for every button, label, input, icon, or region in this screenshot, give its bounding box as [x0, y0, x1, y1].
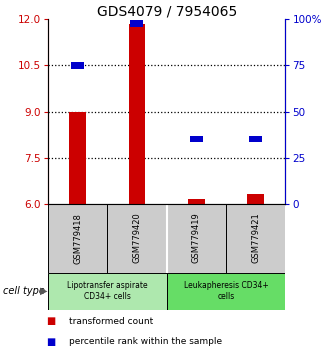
Bar [167, 204, 226, 273]
Bar [188, 199, 205, 204]
Text: Lipotransfer aspirate
CD34+ cells: Lipotransfer aspirate CD34+ cells [67, 281, 148, 301]
Bar [190, 136, 203, 143]
Text: GSM779418: GSM779418 [73, 213, 82, 263]
Text: ■: ■ [46, 316, 55, 326]
Bar [248, 194, 264, 204]
Text: transformed count: transformed count [69, 316, 153, 326]
Bar [249, 136, 262, 143]
Bar [130, 20, 144, 27]
Bar [48, 204, 107, 273]
Bar [129, 24, 145, 204]
Text: GSM779419: GSM779419 [192, 213, 201, 263]
Text: cell type: cell type [3, 286, 45, 296]
Bar [48, 273, 167, 310]
Text: GSM779421: GSM779421 [251, 213, 260, 263]
Title: GDS4079 / 7954065: GDS4079 / 7954065 [96, 4, 237, 18]
Text: Leukapheresis CD34+
cells: Leukapheresis CD34+ cells [184, 281, 268, 301]
Bar [226, 204, 285, 273]
Text: ■: ■ [46, 337, 55, 347]
Bar [71, 62, 84, 69]
Text: GSM779420: GSM779420 [132, 213, 142, 263]
Text: percentile rank within the sample: percentile rank within the sample [69, 337, 222, 346]
Bar [69, 112, 86, 204]
Bar [167, 273, 285, 310]
Bar [107, 204, 167, 273]
Text: ▶: ▶ [40, 286, 47, 296]
